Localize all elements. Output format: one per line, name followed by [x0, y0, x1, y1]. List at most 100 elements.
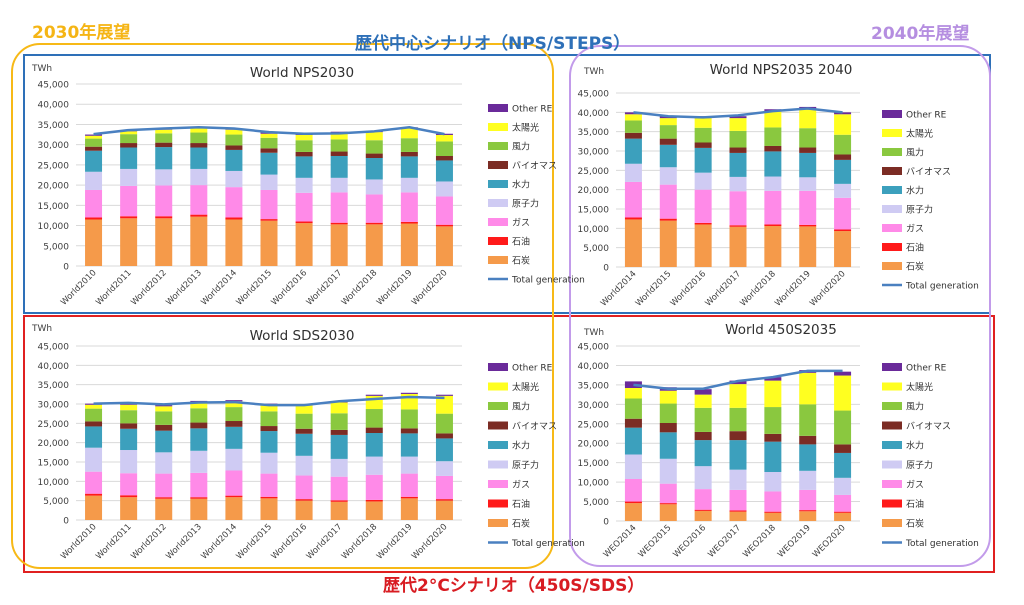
- legend-label: Other RE: [906, 111, 947, 121]
- y-tick-label: 10,000: [578, 225, 610, 235]
- bar-segment: [624, 132, 642, 139]
- legend-label: バイオマス: [906, 421, 951, 432]
- bar-segment: [834, 154, 852, 160]
- y-axis-unit: TWh: [31, 64, 52, 74]
- bar-segment: [155, 452, 173, 474]
- legend-label: 太陽光: [512, 381, 539, 393]
- bar-segment: [85, 447, 103, 472]
- bar-segment: [435, 500, 453, 520]
- y-tick-label: 10,000: [38, 478, 70, 488]
- bar-segment: [729, 384, 747, 408]
- y-tick-label: 45,000: [38, 81, 70, 91]
- y-tick-label: 20,000: [578, 440, 610, 450]
- bar-segment: [764, 190, 782, 225]
- bar-segment: [834, 229, 852, 232]
- bar-segment: [155, 185, 173, 217]
- frame-450s-sds: [23, 315, 995, 573]
- bar-segment: [260, 174, 278, 190]
- bar-segment: [365, 222, 383, 225]
- bar-segment: [694, 147, 712, 173]
- bar-segment: [190, 168, 208, 186]
- bar-segment: [834, 410, 852, 445]
- bar-segment: [799, 444, 817, 471]
- bar-segment: [435, 438, 453, 462]
- legend-swatch: [882, 499, 902, 508]
- bar-segment: [225, 217, 243, 220]
- bar-segment: [155, 430, 173, 453]
- y-tick-label: 0: [603, 518, 609, 528]
- bar-segment: [764, 433, 782, 442]
- bar-segment: [694, 489, 712, 510]
- x-tick-label: World2010: [59, 522, 99, 562]
- legend-label: 風力: [906, 147, 924, 159]
- bar-segment: [400, 498, 418, 520]
- bar-segment: [330, 139, 348, 152]
- bar-segment: [120, 410, 138, 424]
- bar-segment: [764, 407, 782, 434]
- bar-segment: [400, 223, 418, 266]
- bar-segment: [155, 169, 173, 186]
- bar-segment: [190, 185, 208, 215]
- bar-segment: [330, 501, 348, 520]
- bar-segment: [729, 407, 747, 432]
- legend-label: 原子力: [906, 204, 933, 216]
- y-tick-label: 5,000: [43, 242, 69, 252]
- bar-segment: [365, 140, 383, 154]
- bar-segment: [694, 389, 712, 395]
- y-tick-label: 40,000: [38, 101, 70, 111]
- chart-title: World SDS2030: [250, 328, 355, 344]
- bar-segment: [120, 497, 138, 520]
- bar-segment: [365, 501, 383, 520]
- legend-label: 水力: [906, 185, 924, 197]
- y-tick-label: 5,000: [43, 497, 69, 507]
- bar-segment: [694, 510, 712, 521]
- bar-segment: [260, 452, 278, 474]
- bar-segment: [834, 452, 852, 478]
- bar-segment: [400, 221, 418, 224]
- legend-swatch: [488, 237, 508, 245]
- bar-segment: [365, 153, 383, 159]
- chart-panel-4: 0 5,000 10,000 15,000 20,000 25,000 30,000 35,0…: [578, 322, 979, 560]
- chart-title: World NPS2030: [250, 65, 354, 81]
- bar-segment: [799, 470, 817, 490]
- y-tick-label: 20,000: [38, 182, 70, 192]
- bar-segment: [834, 112, 852, 115]
- bar-segment: [624, 120, 642, 133]
- y-tick-label: 25,000: [578, 167, 610, 177]
- legend-label: 原子力: [512, 198, 539, 210]
- bar-segment: [659, 390, 677, 404]
- bar-segment: [295, 140, 313, 152]
- bar-segment: [85, 134, 103, 136]
- bar-segment: [295, 413, 313, 429]
- bar-segment: [190, 498, 208, 520]
- legend-label: 太陽光: [512, 122, 539, 134]
- bar-segment: [365, 474, 383, 500]
- bar-segment: [295, 455, 313, 476]
- legend-swatch: [488, 256, 508, 264]
- bar-segment: [729, 118, 747, 131]
- bar-segment: [400, 456, 418, 474]
- bar-segment: [155, 497, 173, 499]
- bar-segment: [260, 496, 278, 499]
- bar-segment: [365, 456, 383, 475]
- bar-segment: [729, 380, 747, 385]
- bar-segment: [225, 187, 243, 218]
- legend-swatch: [882, 363, 902, 371]
- bar-segment: [694, 142, 712, 148]
- bar-segment: [85, 219, 103, 266]
- chart-title: World NPS2035 2040: [710, 62, 853, 78]
- bar-segment: [155, 406, 173, 412]
- bar-segment: [624, 138, 642, 164]
- x-tick-label: WEO2016: [671, 523, 708, 560]
- legend-label: 石炭: [512, 519, 530, 530]
- y-tick-label: 30,000: [38, 401, 70, 411]
- annotation-2030-outlook: 2030年展望: [32, 23, 131, 43]
- y-tick-label: 0: [63, 517, 69, 527]
- bar-segment: [190, 128, 208, 133]
- bar-segment: [400, 433, 418, 457]
- legend-swatch: [488, 142, 508, 150]
- bar-segment: [190, 402, 208, 409]
- x-tick-label: World2013: [164, 522, 204, 562]
- x-tick-label: World2020: [410, 268, 450, 308]
- legend-swatch: [882, 421, 902, 430]
